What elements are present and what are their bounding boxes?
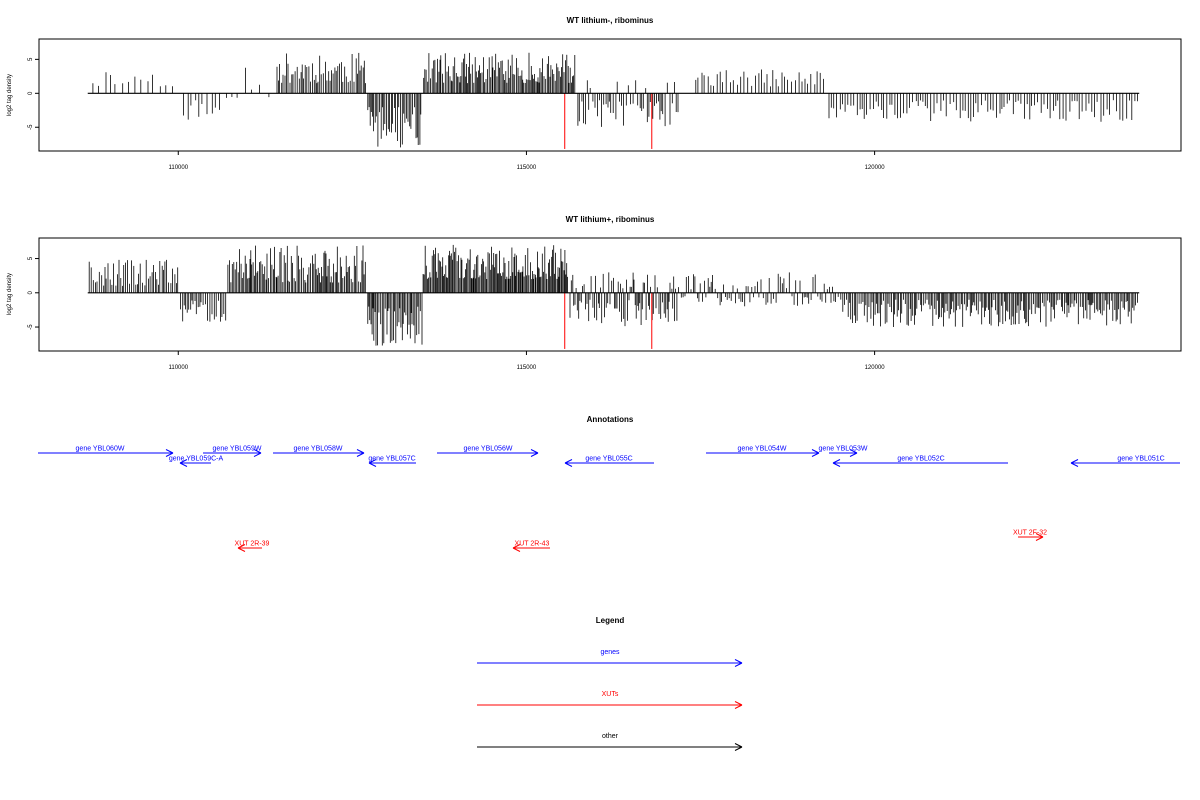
bars-group xyxy=(92,52,1138,149)
gene-feature: gene YBL051C xyxy=(1070,456,1180,467)
xut-feature-label: XUT 2R-39 xyxy=(235,541,270,548)
gene-feature-label: gene YBL051C xyxy=(1117,456,1164,463)
track-panel-lithium-minus: WT lithium-, ribominus log2 tag density … xyxy=(7,16,1182,171)
legend-item: genes xyxy=(477,649,743,667)
gene-feature: gene YBL053W xyxy=(819,446,868,457)
gene-feature-label: gene YBL055C xyxy=(585,456,632,463)
gene-feature: gene YBL056W xyxy=(437,446,539,457)
xut-feature: XUT 2R-39 xyxy=(235,541,270,552)
gene-feature-label: gene YBL057C xyxy=(368,456,415,463)
gene-feature-label: gene YBL058W xyxy=(294,446,343,453)
gene-feature: gene YBL057C xyxy=(368,456,416,467)
y-tick-label: 0 xyxy=(28,290,34,294)
gene-feature-label: gene YBL056W xyxy=(464,446,513,453)
axes-group: -5 0 5 110000 115000 120000 xyxy=(28,57,1140,171)
y-axis-label: log2 tag density xyxy=(7,273,13,315)
axes-group: -5 0 5 110000 115000 120000 xyxy=(28,256,1140,371)
plot-frame xyxy=(38,38,1182,152)
legend-item-label: other xyxy=(602,733,619,740)
gene-feature: gene YBL060W xyxy=(38,446,174,457)
gene-feature-label: gene YBL054W xyxy=(738,446,787,453)
panel-title: WT lithium-, ribominus xyxy=(567,16,654,25)
legend-items: genes XUTs other xyxy=(477,649,743,751)
gene-feature: gene YBL059C-A xyxy=(169,456,224,467)
x-tick-label: 115000 xyxy=(517,165,537,171)
legend-section: Legend genes XUTs other xyxy=(477,616,743,751)
xut-feature: XUT 2F-32 xyxy=(1013,530,1047,541)
track-panel-lithium-plus: WT lithium+, ribominus log2 tag density … xyxy=(7,215,1182,371)
gene-feature-label: gene YBL052C xyxy=(897,456,944,463)
y-tick-label: -5 xyxy=(28,124,34,130)
gene-feature: gene YBL054W xyxy=(706,446,820,457)
gene-feature-label: gene YBL060W xyxy=(76,446,125,453)
legend-title: Legend xyxy=(596,616,625,625)
legend-item-label: genes xyxy=(600,649,620,656)
legend-item: XUTs xyxy=(477,691,743,709)
legend-item-label: XUTs xyxy=(602,691,619,698)
bars-group xyxy=(88,244,1138,349)
xut-feature-label: XUT 2R-43 xyxy=(515,541,550,548)
y-tick-label: 5 xyxy=(28,256,34,260)
y-axis-label: log2 tag density xyxy=(7,74,13,116)
x-tick-label: 110000 xyxy=(168,365,188,371)
xut-feature-label: XUT 2F-32 xyxy=(1013,530,1047,537)
y-tick-label: 0 xyxy=(28,91,34,95)
gene-feature: gene YBL052C xyxy=(832,456,1008,467)
legend-item: other xyxy=(477,733,743,751)
y-tick-label: 5 xyxy=(28,57,34,61)
gene-feature: gene YBL058W xyxy=(273,446,365,457)
x-tick-label: 120000 xyxy=(865,365,886,371)
gene-feature-label: gene YBL059W xyxy=(213,446,262,453)
x-tick-label: 115000 xyxy=(517,365,537,371)
gene-feature-label: gene YBL053W xyxy=(819,446,868,453)
xut-feature: XUT 2R-43 xyxy=(512,541,550,552)
gene-feature-label: gene YBL059C-A xyxy=(169,456,224,463)
annotations-title: Annotations xyxy=(587,415,634,424)
x-tick-label: 120000 xyxy=(865,165,886,171)
annotation-features: gene YBL060W gene YBL059C-A gene YBL059W ge… xyxy=(38,446,1180,552)
gene-feature: gene YBL059W xyxy=(203,446,262,457)
panel-title: WT lithium+, ribominus xyxy=(566,215,655,224)
x-tick-label: 110000 xyxy=(168,165,188,171)
gene-feature: gene YBL055C xyxy=(564,456,654,467)
plot-frame xyxy=(38,237,1182,352)
y-tick-label: -5 xyxy=(28,324,34,330)
